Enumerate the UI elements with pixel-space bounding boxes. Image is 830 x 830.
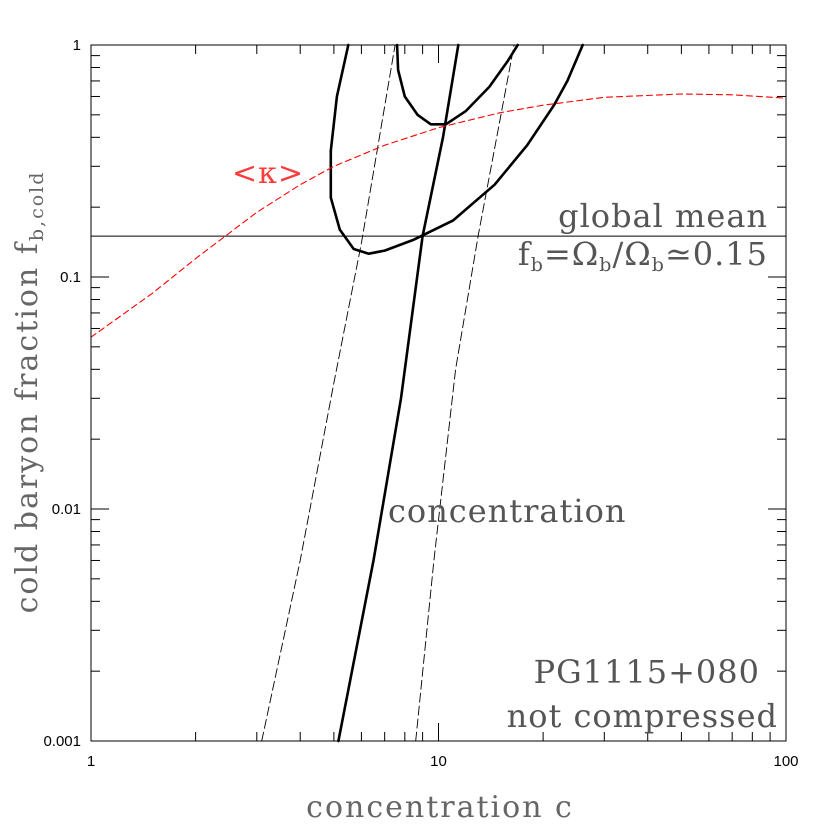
series-line-2 <box>415 44 515 742</box>
kappa-annotation: <κ> <box>232 156 304 191</box>
y-tick-label-0: 0.001 <box>43 733 81 750</box>
fb-equation-annotation: fb=Ωb/Ωb≃0.15 <box>518 235 768 276</box>
fb-mid: =Ω <box>544 235 599 273</box>
series-line-4 <box>395 43 519 126</box>
fb-tail: ≃0.15 <box>665 235 768 273</box>
series-layer <box>90 43 787 743</box>
y-tick-label-2: 0.1 <box>60 269 81 286</box>
fb-mid-sub: b <box>599 254 612 276</box>
x-tick-label-2: 100 <box>773 753 798 770</box>
y-axis-title-main: cold baryon fraction f <box>10 241 45 613</box>
x-tick-label-0: 1 <box>87 753 95 770</box>
y-axis-title: cold baryon fraction fb,cold <box>10 171 48 614</box>
series-line-1 <box>261 44 396 742</box>
y-tick-label-3: 1 <box>73 37 81 54</box>
x-axis-title: concentration c <box>306 790 574 825</box>
global-mean-annotation: global mean <box>558 197 768 235</box>
ticks-layer <box>90 44 787 742</box>
fb-f-sub: b <box>531 254 544 276</box>
series-line-3 <box>329 43 584 255</box>
series-line-0 <box>337 43 460 743</box>
not-compressed-annotation: not compressed <box>507 697 778 735</box>
series-line-5 <box>90 93 787 338</box>
fb-slash: /Ω <box>612 235 651 273</box>
y-tick-label-1: 0.01 <box>52 501 81 518</box>
x-tick-label-1: 10 <box>430 753 447 770</box>
concentration-annotation: concentration <box>388 492 626 530</box>
y-axis-title-sub: b,cold <box>26 171 48 242</box>
pg-annotation: PG1115+080 <box>534 653 760 691</box>
fb-f: f <box>518 235 532 273</box>
ticklabels-layer: 1 10 100 0.001 0.01 0.1 1 <box>43 37 798 770</box>
fb-slash-sub: b <box>652 254 665 276</box>
